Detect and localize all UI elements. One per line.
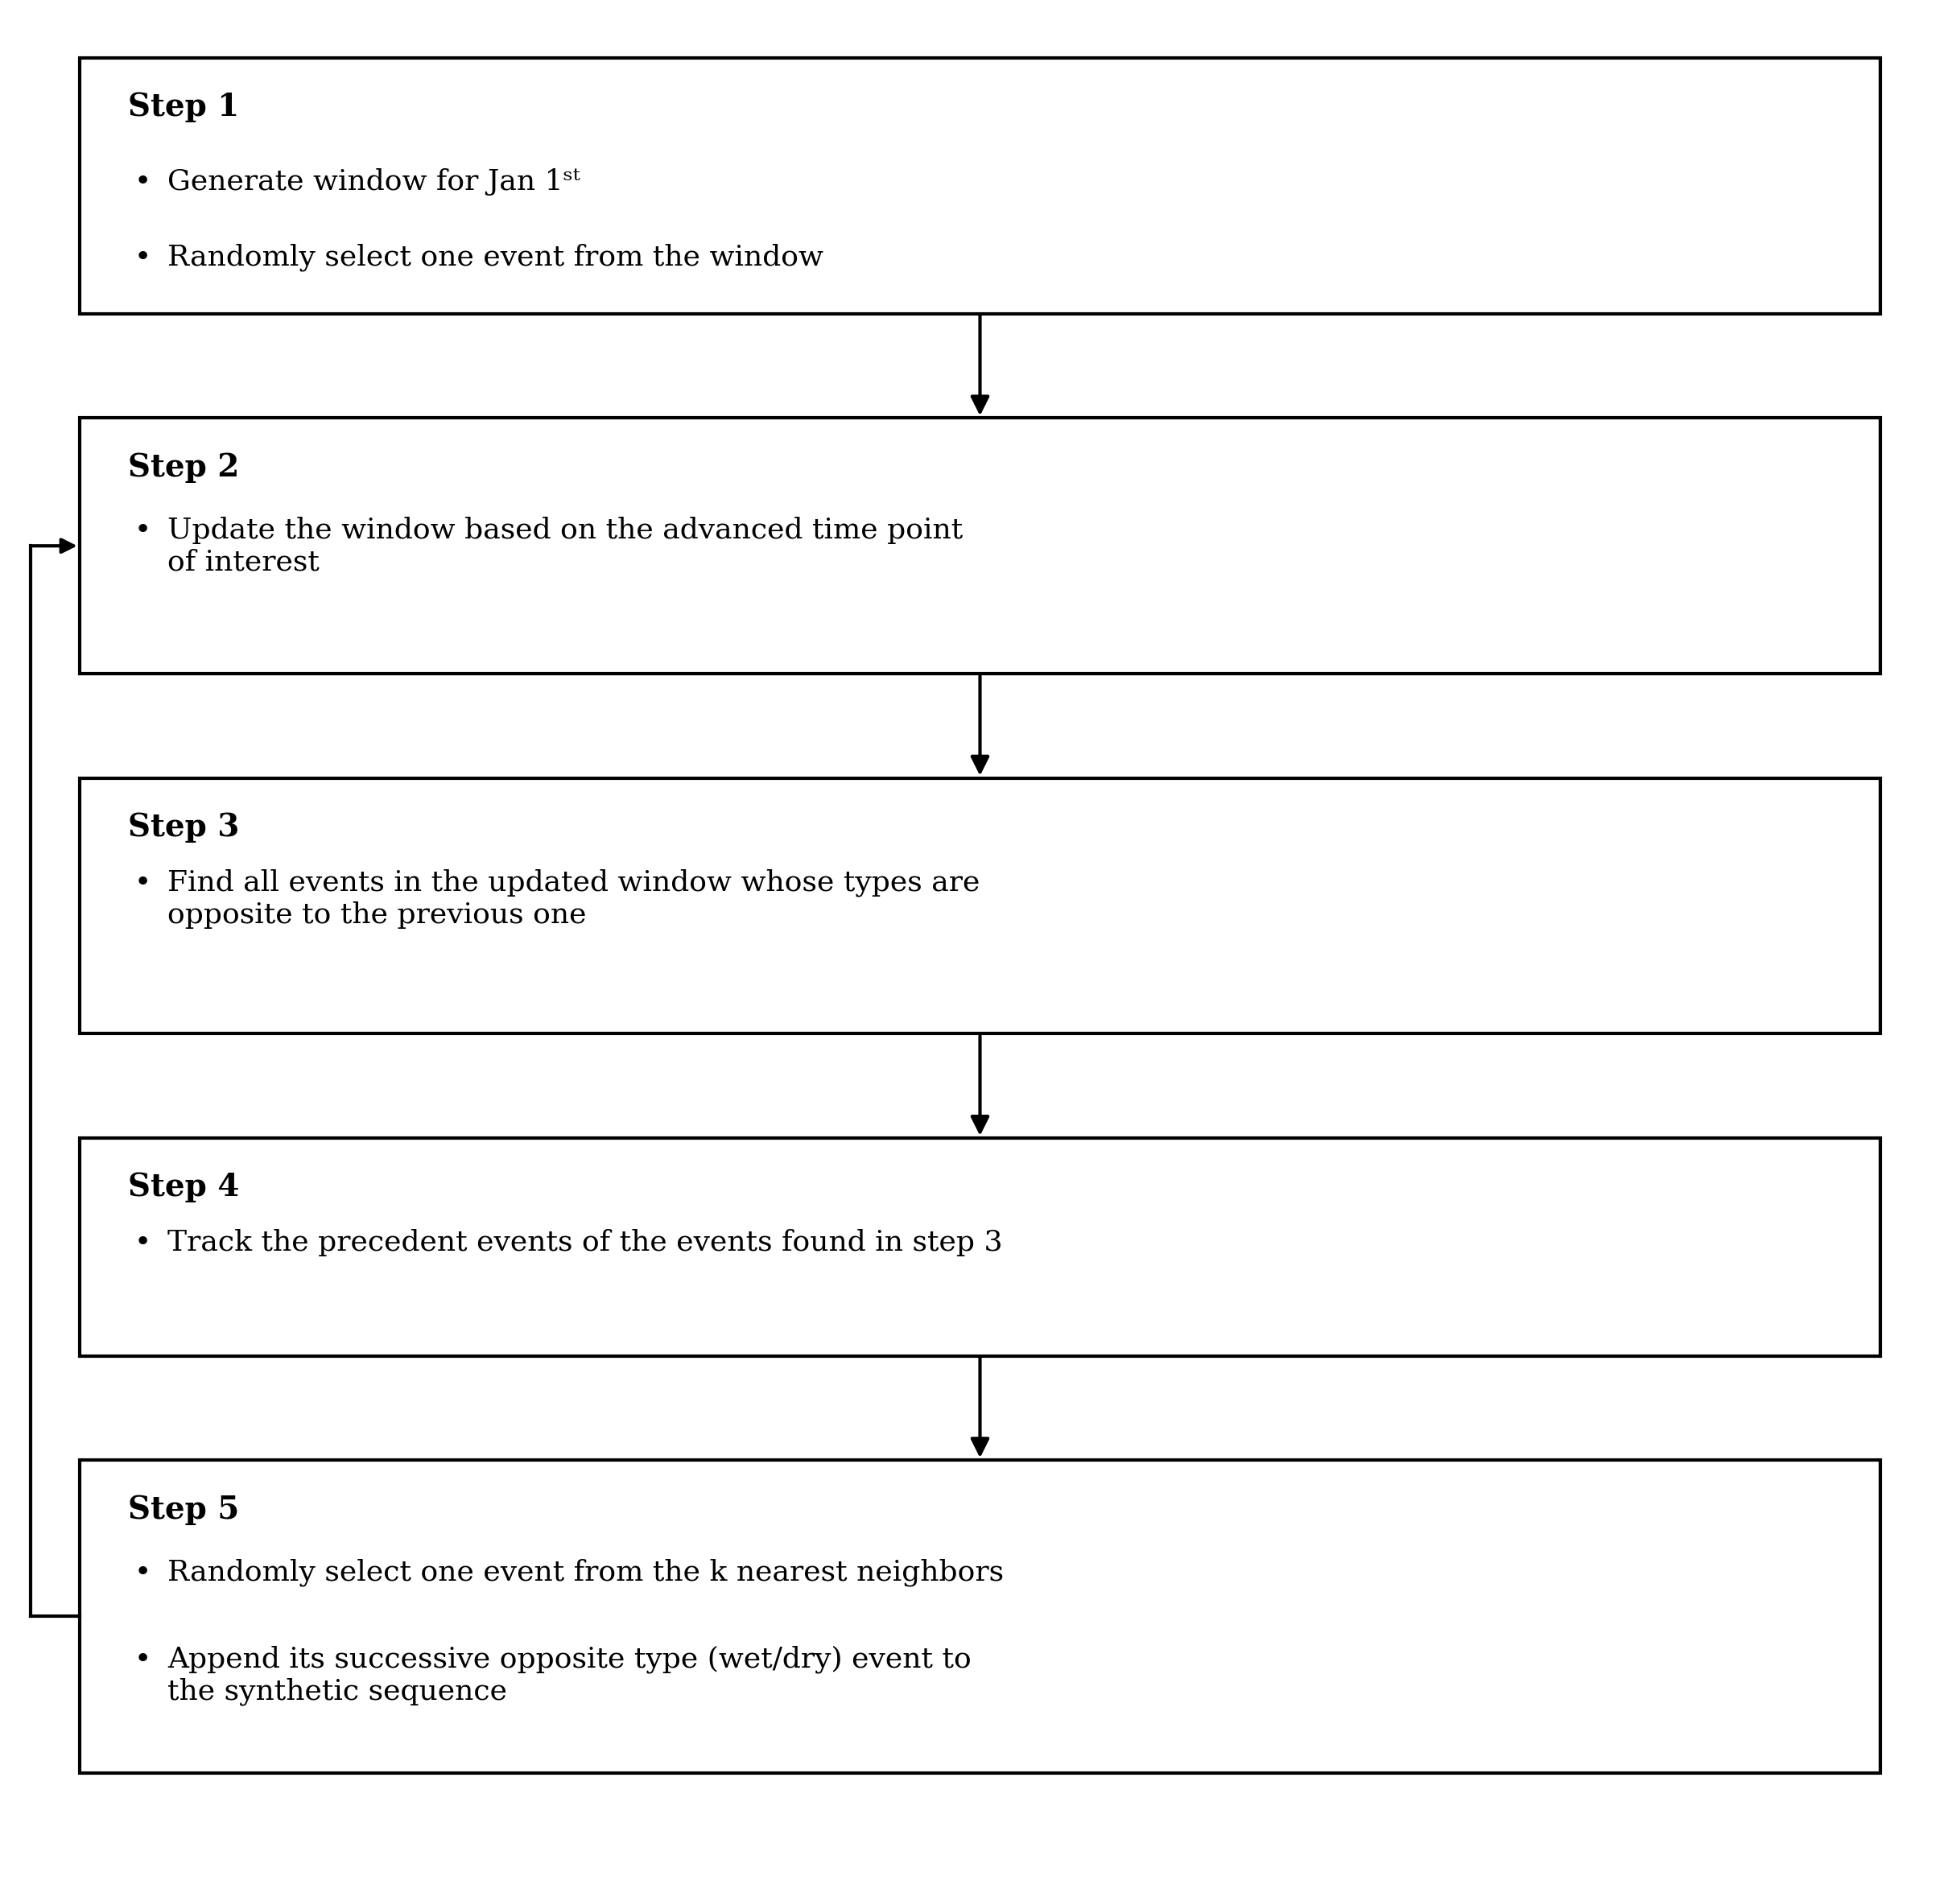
FancyBboxPatch shape (80, 778, 1880, 1034)
Text: •: • (133, 516, 151, 544)
Text: •: • (133, 167, 151, 195)
FancyBboxPatch shape (80, 1461, 1880, 1772)
FancyBboxPatch shape (80, 1138, 1880, 1356)
Text: Step 4: Step 4 (127, 1172, 239, 1203)
FancyBboxPatch shape (80, 59, 1880, 313)
Text: Generate window for Jan 1ˢᵗ: Generate window for Jan 1ˢᵗ (167, 167, 580, 195)
Text: Step 5: Step 5 (127, 1495, 239, 1525)
Text: •: • (133, 869, 151, 895)
Text: Step 3: Step 3 (127, 812, 239, 842)
Text: Randomly select one event from the window: Randomly select one event from the windo… (167, 243, 823, 271)
Text: Track the precedent events of the events found in step 3: Track the precedent events of the events… (167, 1229, 1004, 1256)
Text: •: • (133, 1559, 151, 1586)
Text: Step 1: Step 1 (127, 93, 239, 123)
Text: •: • (133, 1647, 151, 1673)
Text: •: • (133, 1229, 151, 1256)
Text: Append its successive opposite type (wet/dry) event to
the synthetic sequence: Append its successive opposite type (wet… (167, 1647, 972, 1705)
Text: Step 2: Step 2 (127, 451, 239, 482)
FancyBboxPatch shape (80, 417, 1880, 673)
Text: Update the window based on the advanced time point
of interest: Update the window based on the advanced … (167, 516, 962, 575)
Text: Find all events in the updated window whose types are
opposite to the previous o: Find all events in the updated window wh… (167, 869, 980, 928)
Text: Randomly select one event from the k nearest neighbors: Randomly select one event from the k nea… (167, 1559, 1004, 1586)
Text: •: • (133, 243, 151, 271)
